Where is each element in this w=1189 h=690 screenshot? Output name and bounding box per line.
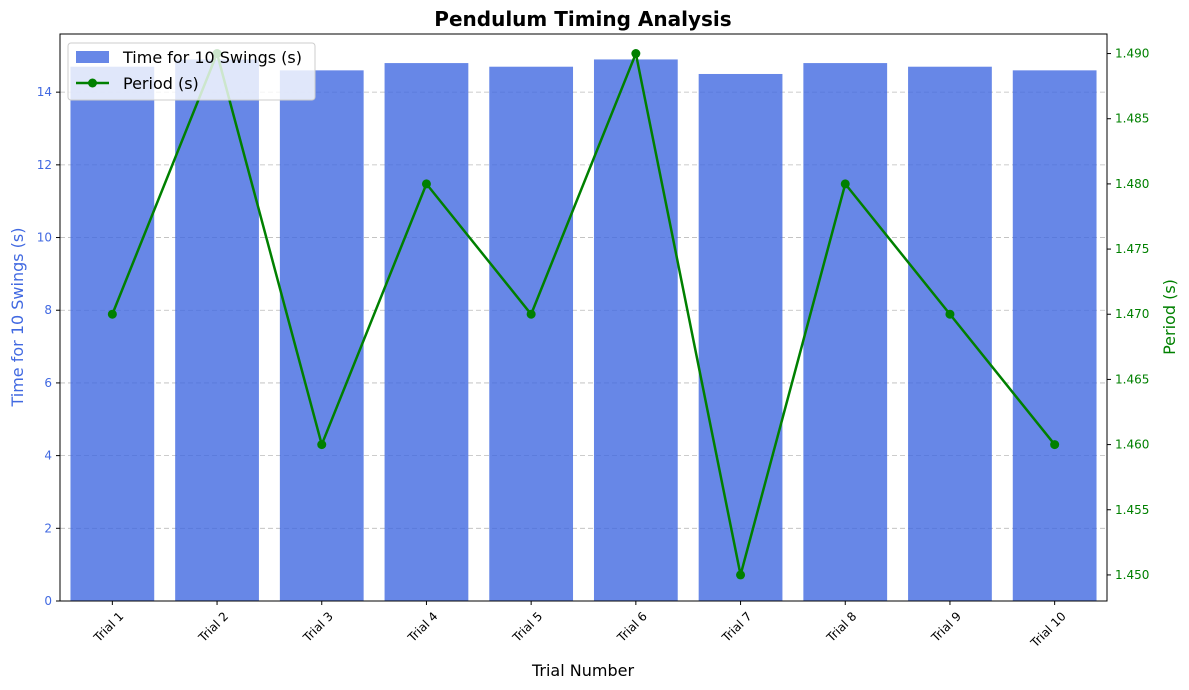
bar [70,66,155,601]
right-y-axis: 1.450 1.455 1.460 1.465 1.470 1.475 1.480 1.485… [1107,47,1149,582]
bars-layer [70,59,1097,602]
bar [908,66,992,601]
x-axis-title: Trial Number [531,661,634,680]
bar [1012,70,1097,602]
period-point [107,309,117,319]
right-tick-label: 1.490 [1115,47,1149,61]
legend-box [67,42,316,101]
left-tick-label: 2 [44,521,52,535]
bar [698,73,783,601]
chart-title: Pendulum Timing Analysis [434,7,731,31]
right-tick-label: 1.460 [1115,438,1149,452]
x-tick-label: Trial 7 [719,609,755,645]
period-point [945,309,955,319]
right-tick-label: 1.485 [1115,112,1149,126]
x-tick-label: Trial 9 [928,609,964,645]
period-point [317,440,327,450]
legend-line-marker [88,78,97,88]
left-tick-label: 12 [37,158,52,172]
left-tick-label: 8 [44,303,52,317]
right-tick-label: 1.475 [1115,242,1149,256]
period-point [421,179,431,189]
bar [803,63,888,602]
right-tick-label: 1.480 [1115,177,1149,191]
right-tick-label: 1.470 [1115,307,1149,321]
x-tick-label: Trial 3 [300,609,336,645]
left-tick-label: 4 [44,449,52,463]
legend-line-label: Period (s) [123,74,199,93]
legend-bar-swatch [76,51,109,63]
bar [489,66,574,601]
bar [175,59,259,601]
period-point [736,570,746,580]
period-point [1050,440,1060,450]
x-tick-label: Trial 8 [823,609,859,645]
left-tick-label: 10 [37,231,52,245]
right-tick-label: 1.465 [1115,372,1149,386]
x-tick-label: Trial 10 [1027,609,1068,650]
bar [384,63,469,602]
legend: Time for 10 Swings (s) Period (s) [67,42,316,101]
x-tick-label: Trial 1 [90,609,126,645]
period-line [111,49,1056,576]
right-tick-label: 1.455 [1115,503,1149,517]
left-tick-label: 0 [44,594,52,608]
period-point [526,309,536,319]
x-tick-label: Trial 5 [509,609,545,645]
bar [593,59,678,601]
x-tick-label: Trial 4 [405,609,441,645]
x-tick-label: Trial 2 [195,609,231,645]
left-tick-label: 6 [44,376,52,390]
left-y-axis: 0 2 4 6 8 10 12 14 [37,85,60,608]
right-tick-label: 1.450 [1115,568,1149,582]
right-y-axis-title: Period (s) [1160,279,1179,355]
left-y-axis-title: Time for 10 Swings (s) [8,228,27,408]
period-point [631,49,641,59]
x-tick-label: Trial 6 [614,609,650,645]
x-axis: Trial 1 Trial 2 Trial 3 Trial 4 Trial 5 Trial… [90,601,1069,651]
legend-bar-label: Time for 10 Swings (s) [122,48,302,67]
left-tick-label: 14 [37,85,52,99]
plot-frame [59,33,1108,602]
period-point [840,179,850,189]
